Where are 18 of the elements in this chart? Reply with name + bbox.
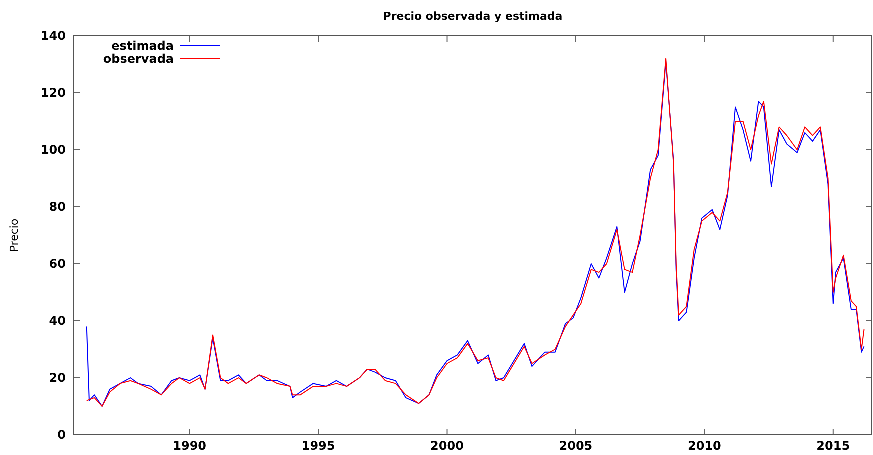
y-tick-label: 120 — [40, 86, 66, 100]
x-tick-label: 1995 — [302, 439, 336, 453]
legend-label: observada — [103, 52, 174, 66]
x-tick-label: 1990 — [173, 439, 207, 453]
y-tick-label: 40 — [49, 314, 66, 328]
x-tick-label: 2005 — [559, 439, 593, 453]
x-tick-label: 2000 — [430, 439, 464, 453]
y-tick-label: 100 — [40, 143, 66, 158]
y-tick-label: 20 — [49, 371, 66, 386]
y-tick-label: 140 — [40, 29, 66, 44]
x-tick-label: 2015 — [816, 439, 850, 453]
legend-label: estimada — [112, 39, 174, 54]
y-tick-label: 0 — [58, 428, 66, 442]
chart-title: Precio observada y estimada — [383, 10, 563, 23]
y-tick-label: 80 — [49, 200, 66, 214]
y-tick-label: 60 — [49, 257, 66, 272]
y-axis-title: Precio — [8, 218, 21, 252]
x-tick-label: 2010 — [688, 439, 722, 453]
